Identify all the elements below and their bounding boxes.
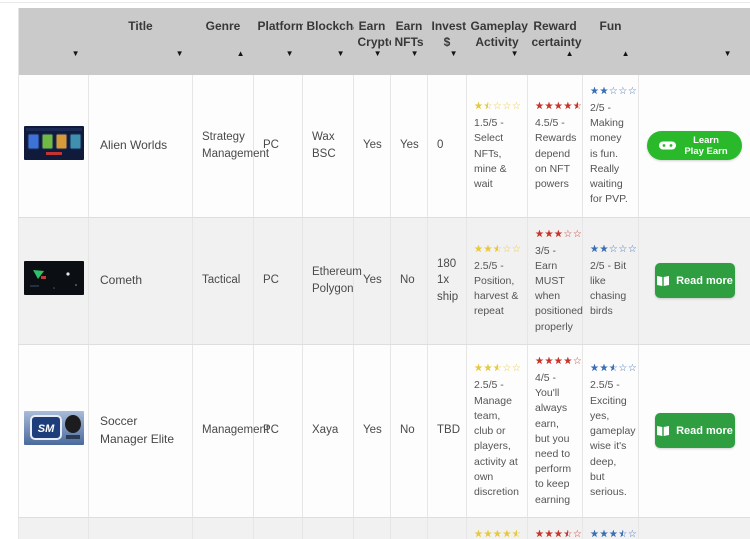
game-genre: Tactical <box>202 274 241 287</box>
gameplay-rating-text: 2.5/5 - Position, harvest & repeat <box>474 259 519 318</box>
game-thumbnail-alien-worlds[interactable] <box>23 125 84 160</box>
table-row: Alien Worlds Strategy Management PC Wax … <box>18 75 750 218</box>
fun-rating-text: 2.5/5 - Exciting yes, gameplay wise it's… <box>590 379 636 498</box>
reward-rating-stars: ☆☆☆☆☆★★★★★ <box>535 228 583 240</box>
header-label: Genre <box>205 19 241 33</box>
earn-crypto-value: Yes <box>363 424 382 437</box>
games-table: ▼ Title ▼ Genre ▲ Platform ▼ Blockchain ▼ Ea… <box>18 8 750 539</box>
sort-arrow-icon[interactable]: ▲ <box>236 49 245 58</box>
reward-rating-stars: ☆☆☆☆☆★★★★★ <box>535 355 583 367</box>
game-title: Soccer Manager Elite <box>100 414 175 446</box>
game-blockchain: Wax BSC <box>312 131 336 160</box>
table-row: Cometh Tactical PC Ethereum Polygon Yes … <box>18 217 750 345</box>
invest-value: 180 1x ship <box>437 257 459 304</box>
game-platform: PC <box>263 274 279 287</box>
sort-arrow-icon[interactable]: ▼ <box>510 49 519 58</box>
header-fun[interactable]: Fun ▲ <box>582 8 639 75</box>
button-label: Read more <box>676 274 733 287</box>
sort-arrow-icon[interactable]: ▼ <box>336 49 345 58</box>
reward-rating-text: 3/5 - Earn MUST when positioned properly <box>535 244 583 333</box>
gameplay-rating-stars: ☆☆☆☆☆★★★★★ <box>474 101 522 113</box>
thumbnail-logo-text: SM <box>37 423 54 435</box>
gameplay-rating-stars: ☆☆☆☆☆★★★★★ <box>474 528 522 539</box>
header-reward-certainty[interactable]: Reward certainty ▲ <box>527 8 583 75</box>
sort-arrow-icon[interactable]: ▲ <box>621 49 630 58</box>
header-label: Gameplay Activity <box>470 19 528 49</box>
header-earn-crypto[interactable]: Earn Crypto ▼ <box>353 8 396 75</box>
top-divider <box>0 2 750 3</box>
header-label: Reward certainty <box>531 19 582 49</box>
header-label: Invest $ <box>431 19 467 49</box>
fun-rating-stars: ☆☆☆☆☆★★★★★ <box>590 363 638 375</box>
header-label: Earn Crypto <box>357 19 397 49</box>
header-action[interactable]: ▼ <box>638 8 750 75</box>
game-genre: Strategy Management <box>202 131 270 160</box>
game-title: Cometh <box>100 272 143 287</box>
sort-arrow-icon[interactable]: ▼ <box>71 49 80 58</box>
fun-rating-stars: ☆☆☆☆☆★★★★★ <box>590 528 638 539</box>
reward-rating-stars: ☆☆☆☆☆★★★★★ <box>535 528 583 539</box>
reward-rating-text: 4.5/5 - Rewards depend on NFT powers <box>535 117 577 191</box>
sort-arrow-icon[interactable]: ▼ <box>373 49 382 58</box>
game-blockchain: Xaya <box>312 424 339 437</box>
fun-rating-text: 2/5 - Bit like chasing birds <box>590 259 627 318</box>
fun-rating-text: 2/5 - Making money is fun. Really waitin… <box>590 102 628 206</box>
game-platform: PC <box>263 424 279 437</box>
reward-rating-text: 4/5 - You'll always earn, but you need t… <box>535 371 572 506</box>
earn-crypto-value: Yes <box>363 139 382 152</box>
game-title: Alien Worlds <box>100 138 168 153</box>
header-genre[interactable]: Genre ▲ <box>192 8 254 75</box>
table-row: F1 Delta Time Racing PC Ethereum Polygon… <box>18 517 750 539</box>
sort-arrow-icon[interactable]: ▼ <box>410 49 419 58</box>
header-label: Platform <box>257 19 307 33</box>
sort-arrow-icon[interactable]: ▼ <box>449 49 458 58</box>
sort-arrow-icon[interactable]: ▲ <box>565 49 574 58</box>
sort-arrow-icon[interactable]: ▼ <box>723 49 732 58</box>
game-thumbnail-soccer-manager-elite[interactable]: SM <box>23 410 84 445</box>
header-blockchain[interactable]: Blockchain ▼ <box>302 8 371 75</box>
header-thumbnail[interactable]: ▼ <box>18 8 89 75</box>
fun-rating-stars: ☆☆☆☆☆★★★★★ <box>590 243 638 255</box>
header-gameplay-activity[interactable]: Gameplay Activity ▼ <box>466 8 528 75</box>
learn-play-earn-button[interactable]: Learn Play Earn <box>647 131 742 161</box>
game-thumbnail-cometh[interactable] <box>23 260 84 295</box>
header-label: Earn NFTs <box>394 19 424 49</box>
open-book-icon <box>657 275 670 286</box>
fun-rating-stars: ☆☆☆☆☆★★★★★ <box>590 86 638 97</box>
game-genre: Management <box>202 424 270 437</box>
header-label: Fun <box>599 19 622 33</box>
earn-nfts-value: No <box>400 274 415 287</box>
open-book-icon <box>657 425 670 436</box>
header-label: Title <box>128 19 153 33</box>
header-title[interactable]: Title ▼ <box>88 8 193 75</box>
table-row: SM Soccer Manager Elite Management PC Xa… <box>18 344 750 518</box>
earn-crypto-value: Yes <box>363 274 382 287</box>
gamepad-icon <box>659 141 676 150</box>
sort-arrow-icon[interactable]: ▼ <box>285 49 294 58</box>
game-blockchain: Ethereum Polygon <box>312 266 362 295</box>
gameplay-rating-stars: ☆☆☆☆☆★★★★★ <box>474 243 522 255</box>
reward-rating-stars: ☆☆☆☆☆★★★★★ <box>535 101 583 113</box>
invest-value: 0 <box>437 139 444 152</box>
button-label: Learn Play Earn <box>684 134 728 157</box>
gameplay-rating-stars: ☆☆☆☆☆★★★★★ <box>474 363 522 375</box>
header-row: ▼ Title ▼ Genre ▲ Platform ▼ Blockchain ▼ Ea… <box>18 8 750 75</box>
button-label: Read more <box>676 424 733 437</box>
gameplay-rating-text: 1.5/5 - Select NFTs, mine & wait <box>474 117 507 191</box>
gameplay-rating-text: 2.5/5 - Manage team, club or players, ac… <box>474 379 519 498</box>
header-invest[interactable]: Invest $ ▼ <box>427 8 467 75</box>
read-more-button[interactable]: Read more <box>654 263 735 299</box>
header-earn-nfts[interactable]: Earn NFTs ▼ <box>390 8 428 75</box>
read-more-button[interactable]: Read more <box>654 413 735 449</box>
invest-value: TBD <box>437 424 460 437</box>
game-platform: PC <box>263 139 279 152</box>
header-platform[interactable]: Platform ▼ <box>253 8 306 75</box>
earn-nfts-value: Yes <box>400 139 419 152</box>
earn-nfts-value: No <box>400 424 415 437</box>
sort-arrow-icon[interactable]: ▼ <box>175 49 184 58</box>
